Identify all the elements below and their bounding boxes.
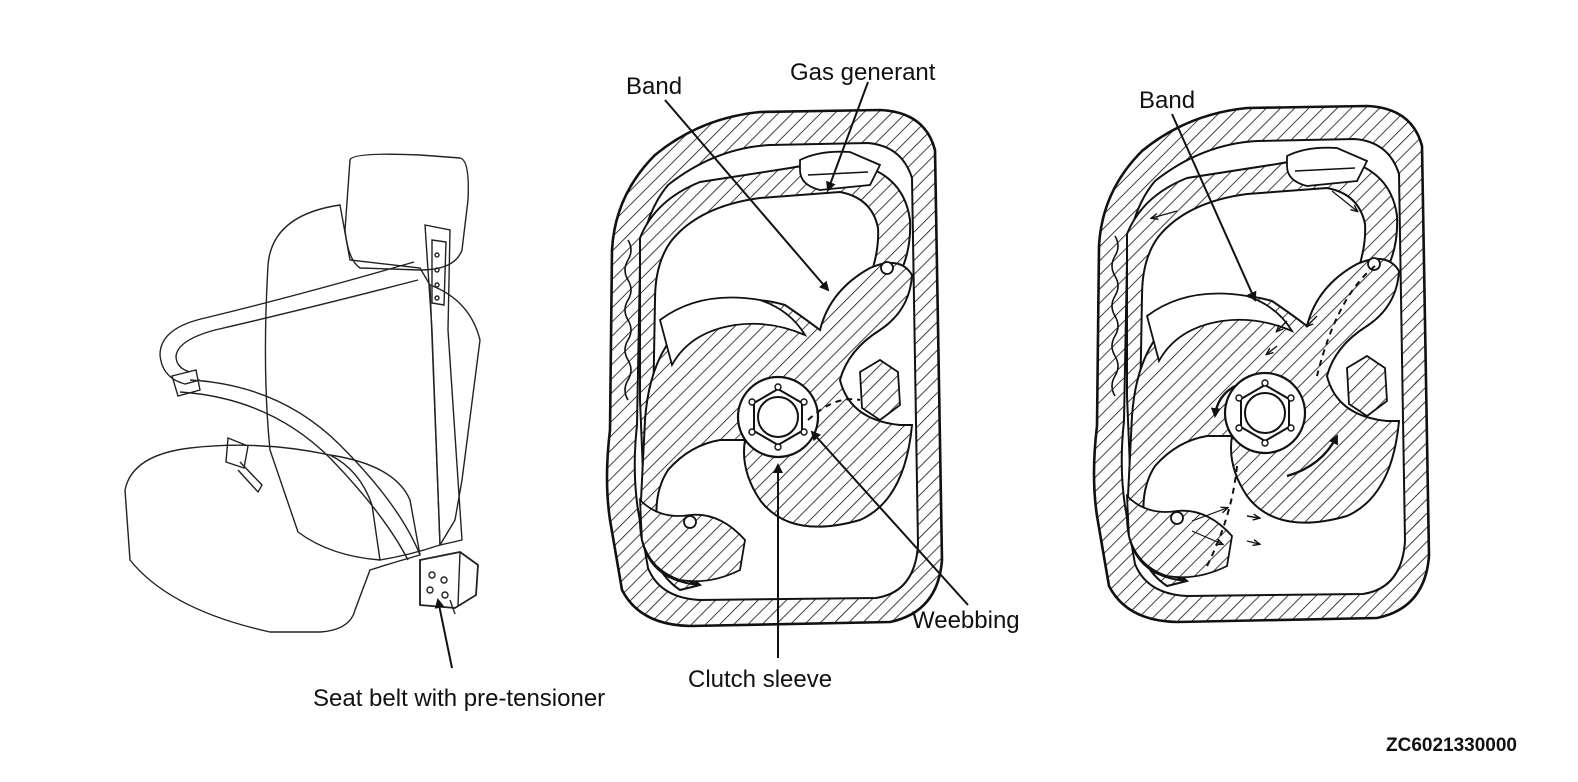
label-gas-generant: Gas generant [790, 59, 936, 86]
leader-lines [434, 81, 1257, 669]
leader-gas-generant [826, 81, 869, 192]
leader-band-middle [664, 99, 830, 292]
leader-weebbing [810, 430, 969, 606]
pretensioner-mechanism-before [605, 108, 944, 628]
leader-seat-belt [434, 598, 453, 669]
label-band-right: Band [1139, 87, 1196, 114]
leader-band-right [1171, 113, 1257, 302]
label-band-middle: Band [626, 73, 683, 100]
figure-code: ZC6021330000 [1386, 735, 1517, 756]
label-seat-belt-pretensioner: Seat belt with pre-tensioner [313, 685, 606, 712]
label-weebbing: Weebbing [912, 607, 1020, 634]
seat-illustration [124, 153, 481, 633]
label-clutch-sleeve: Clutch sleeve [688, 666, 833, 693]
pretensioner-mechanism-activated [1092, 104, 1431, 624]
